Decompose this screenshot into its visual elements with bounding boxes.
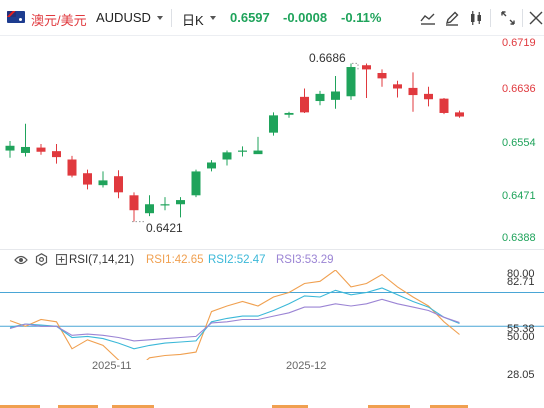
- candle: [114, 176, 123, 193]
- candle: [160, 204, 170, 206]
- australia-flag-icon: [7, 11, 25, 23]
- volume-bar: [112, 405, 154, 408]
- pencil-icon[interactable]: [442, 8, 462, 28]
- rsi3-value: RSI3:53.29: [276, 254, 334, 266]
- candle: [222, 152, 232, 160]
- candle: [455, 112, 464, 117]
- volume-bar: [0, 405, 40, 408]
- candle: [191, 171, 201, 196]
- interval-dropdown-chevron-icon[interactable]: [210, 16, 216, 20]
- candle: [5, 145, 15, 151]
- date-axis-label: 2025-11: [92, 360, 132, 372]
- volume-bar: [368, 405, 410, 408]
- rsi1-line: [9, 270, 460, 360]
- rsi-title[interactable]: RSI(7,14,21): [69, 254, 135, 266]
- candlestick-chart[interactable]: [0, 36, 498, 249]
- candle: [439, 98, 449, 113]
- candle: [52, 151, 61, 158]
- pane-divider: [0, 249, 544, 250]
- candle: [331, 91, 340, 100]
- symbol-dropdown-chevron-icon[interactable]: [157, 16, 163, 20]
- interval-selector[interactable]: 日K: [182, 13, 204, 28]
- rsi-level-label: 50.00: [507, 331, 535, 343]
- eye-icon[interactable]: [14, 254, 28, 266]
- candle: [253, 150, 263, 155]
- toolbar-divider: [171, 9, 172, 27]
- volume-bar: [430, 405, 468, 408]
- candle: [346, 67, 356, 97]
- high-annotation: 0.6686: [309, 51, 346, 65]
- candle: [269, 115, 278, 133]
- candle: [300, 96, 309, 113]
- candle: [83, 173, 92, 185]
- date-axis-label: 2025-12: [286, 360, 327, 372]
- price-change: -0.0008: [283, 10, 328, 25]
- candle: [315, 93, 325, 102]
- rsi2-line: [9, 287, 460, 350]
- price-axis-label: 0.6719: [502, 37, 536, 49]
- rsi-chart[interactable]: [0, 270, 544, 360]
- volume-bar: [272, 405, 308, 408]
- candle: [98, 180, 108, 186]
- candle: [176, 200, 185, 205]
- chart-menu-icon[interactable]: [526, 8, 544, 28]
- plus-box-icon[interactable]: [56, 254, 67, 265]
- candle: [362, 65, 371, 70]
- price-change-percent: -0.11%: [341, 10, 382, 25]
- chart-toolbar: 澳元/美元 AUDUSD 日K 0.6597 -0.0008 -0.11%: [0, 0, 544, 36]
- toolbar-divider: [522, 9, 523, 27]
- price-axis-label: 0.6471: [502, 190, 536, 202]
- candle: [408, 87, 418, 96]
- candle: [21, 146, 30, 153]
- toolbar-divider: [490, 9, 491, 27]
- candle: [145, 204, 154, 214]
- price-axis-label: 0.6388: [502, 232, 536, 244]
- candle-settings-icon[interactable]: [466, 8, 486, 28]
- rsi2-value: RSI2:52.47: [208, 254, 266, 266]
- last-price: 0.6597: [230, 10, 270, 25]
- rsi1-value: RSI1:42.65: [146, 254, 204, 266]
- symbol-code[interactable]: AUDUSD: [96, 10, 151, 25]
- candle: [377, 72, 387, 79]
- rsi-axis-label: 55.38: [507, 323, 535, 335]
- rsi-legend: RSI(7,14,21) RSI1:42.65 RSI2:52.47 RSI3:…: [0, 250, 544, 270]
- gear-icon[interactable]: [35, 253, 48, 266]
- line-chart-icon[interactable]: [418, 8, 438, 28]
- candle: [393, 84, 402, 89]
- volume-strip: [0, 403, 544, 408]
- fullscreen-icon[interactable]: [498, 8, 518, 28]
- low-annotation: 0.6421: [146, 221, 183, 235]
- candle: [284, 112, 294, 115]
- candle: [207, 162, 216, 169]
- candle: [238, 150, 247, 152]
- rsi3-line: [9, 298, 460, 342]
- candle: [129, 195, 139, 211]
- volume-bar: [58, 405, 98, 408]
- rsi-axis-label: 28.05: [507, 369, 535, 381]
- symbol-name[interactable]: 澳元/美元: [31, 13, 87, 28]
- candle: [36, 147, 46, 152]
- rsi-axis-label: 82.71: [507, 276, 535, 288]
- price-axis-label: 0.6554: [502, 137, 536, 149]
- candle: [67, 159, 77, 176]
- candle: [424, 93, 433, 100]
- price-axis-label: 0.6636: [502, 83, 536, 95]
- rsi-level-label: 80.00: [507, 268, 535, 280]
